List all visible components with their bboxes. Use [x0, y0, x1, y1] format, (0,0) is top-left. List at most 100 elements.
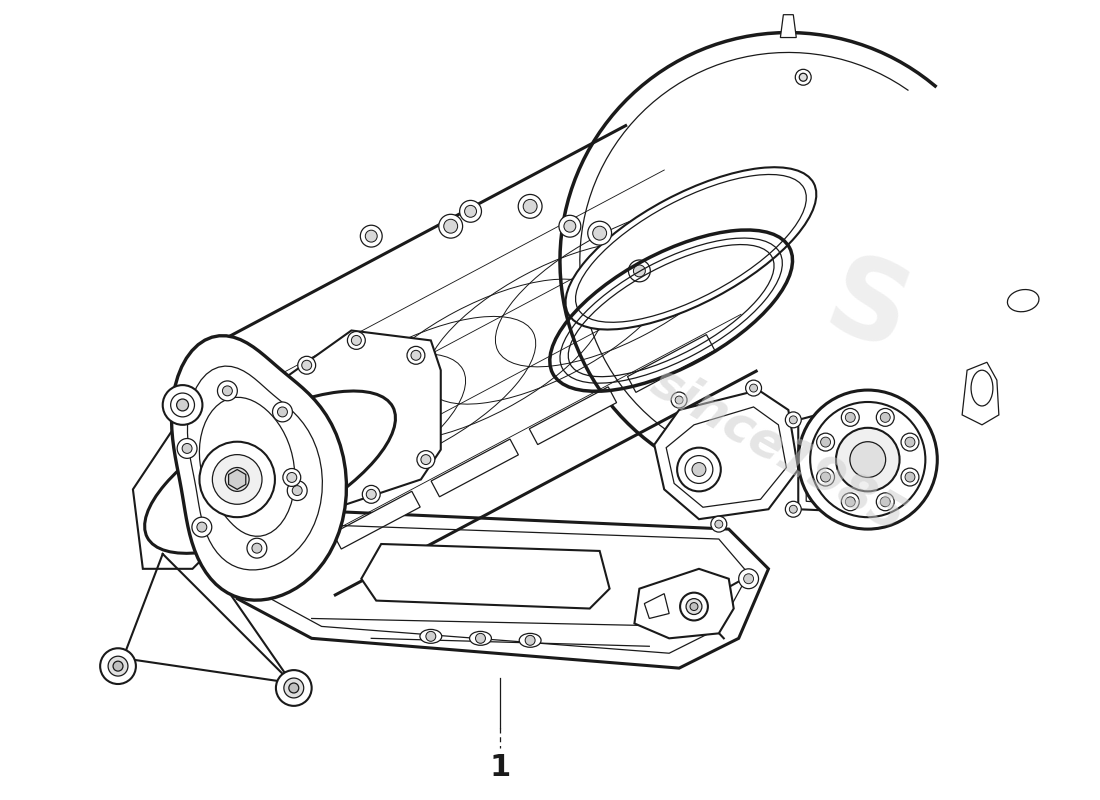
Circle shape: [248, 538, 267, 558]
Circle shape: [880, 497, 890, 506]
Circle shape: [177, 438, 197, 458]
Circle shape: [417, 450, 434, 469]
Circle shape: [191, 517, 212, 537]
Polygon shape: [654, 390, 799, 519]
Circle shape: [284, 678, 304, 698]
Circle shape: [739, 569, 759, 589]
Ellipse shape: [519, 634, 541, 647]
Circle shape: [690, 602, 698, 610]
Polygon shape: [799, 408, 860, 511]
Circle shape: [113, 661, 123, 671]
Circle shape: [564, 220, 575, 232]
Circle shape: [276, 670, 311, 706]
Circle shape: [226, 467, 249, 491]
Polygon shape: [361, 544, 609, 609]
Circle shape: [587, 222, 612, 245]
Circle shape: [821, 472, 830, 482]
Circle shape: [365, 230, 377, 242]
Circle shape: [821, 437, 830, 447]
Circle shape: [680, 593, 708, 621]
Circle shape: [790, 416, 798, 424]
Polygon shape: [645, 594, 669, 618]
Polygon shape: [238, 510, 769, 668]
Ellipse shape: [565, 167, 816, 330]
Circle shape: [287, 473, 297, 482]
Circle shape: [197, 522, 207, 532]
Circle shape: [199, 442, 275, 517]
Circle shape: [842, 409, 859, 426]
Circle shape: [212, 454, 262, 504]
Circle shape: [177, 399, 188, 411]
Circle shape: [785, 412, 801, 428]
Circle shape: [880, 413, 890, 422]
Circle shape: [525, 635, 535, 646]
Ellipse shape: [971, 370, 993, 406]
Polygon shape: [431, 439, 518, 497]
Circle shape: [744, 574, 754, 584]
Circle shape: [108, 656, 128, 676]
Circle shape: [460, 200, 482, 222]
Text: since1985: since1985: [644, 358, 914, 542]
Circle shape: [426, 631, 436, 642]
Circle shape: [749, 384, 758, 392]
Polygon shape: [229, 470, 245, 490]
Circle shape: [411, 350, 421, 360]
Circle shape: [628, 260, 650, 282]
Circle shape: [222, 386, 232, 396]
Circle shape: [877, 493, 894, 510]
Circle shape: [877, 409, 894, 426]
Circle shape: [351, 335, 361, 346]
Circle shape: [439, 214, 463, 238]
Circle shape: [287, 481, 307, 501]
Circle shape: [283, 469, 300, 486]
Circle shape: [685, 456, 713, 483]
Ellipse shape: [470, 631, 492, 646]
Circle shape: [845, 413, 856, 422]
Circle shape: [675, 396, 683, 404]
Circle shape: [795, 70, 811, 86]
Circle shape: [686, 598, 702, 614]
Circle shape: [421, 454, 431, 465]
Circle shape: [634, 265, 646, 277]
Circle shape: [348, 331, 365, 350]
Circle shape: [100, 648, 136, 684]
Ellipse shape: [144, 391, 396, 554]
Polygon shape: [262, 330, 441, 510]
Text: 1: 1: [490, 753, 512, 782]
Circle shape: [163, 385, 202, 425]
Circle shape: [559, 215, 581, 237]
Polygon shape: [635, 569, 734, 638]
Circle shape: [746, 380, 761, 396]
Polygon shape: [172, 336, 346, 600]
Polygon shape: [780, 14, 796, 38]
Text: S: S: [812, 246, 924, 374]
Circle shape: [850, 442, 886, 478]
Circle shape: [671, 392, 688, 408]
Ellipse shape: [420, 630, 442, 643]
Circle shape: [901, 468, 918, 486]
Circle shape: [366, 490, 376, 499]
Circle shape: [524, 199, 537, 214]
Circle shape: [301, 360, 311, 370]
Circle shape: [799, 390, 937, 529]
Polygon shape: [627, 334, 715, 392]
Circle shape: [293, 486, 303, 495]
Polygon shape: [529, 387, 617, 445]
Circle shape: [407, 346, 425, 364]
Circle shape: [800, 74, 807, 82]
Circle shape: [464, 206, 476, 218]
Circle shape: [842, 493, 859, 510]
Circle shape: [845, 497, 856, 506]
Circle shape: [289, 683, 299, 693]
Circle shape: [475, 634, 485, 643]
Circle shape: [252, 543, 262, 553]
Circle shape: [790, 506, 798, 514]
Circle shape: [816, 468, 835, 486]
Polygon shape: [133, 430, 222, 569]
Circle shape: [277, 407, 287, 417]
Circle shape: [816, 433, 835, 451]
Circle shape: [901, 433, 918, 451]
Circle shape: [593, 226, 606, 240]
Circle shape: [443, 219, 458, 233]
Circle shape: [785, 502, 801, 517]
